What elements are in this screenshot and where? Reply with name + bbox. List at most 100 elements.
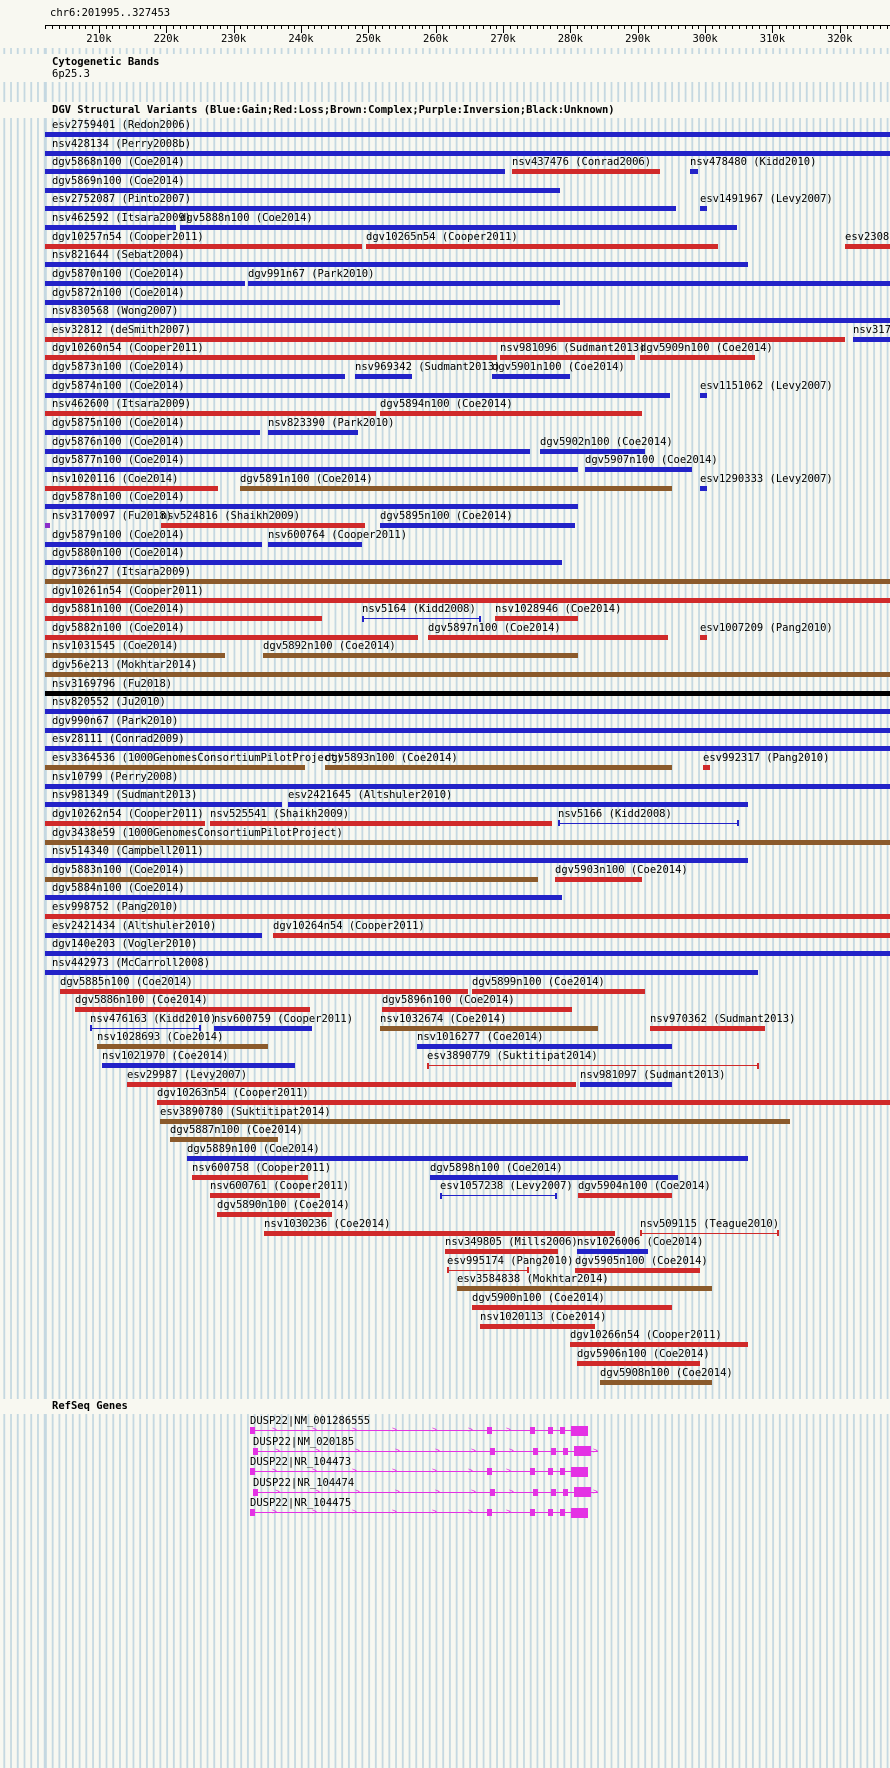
variant-bar[interactable] [428, 634, 668, 640]
variant-label[interactable]: dgv5895n100 (Coe2014) [380, 510, 513, 523]
variant-label[interactable]: esv3364536 (1000GenomesConsortiumPilotPr… [52, 752, 343, 765]
gene-exon[interactable] [560, 1468, 565, 1475]
variant-bar[interactable] [447, 1269, 528, 1271]
gene-exon[interactable] [253, 1447, 258, 1455]
gene-exon[interactable] [548, 1427, 553, 1434]
variant-bar[interactable] [445, 1249, 558, 1255]
variant-bar[interactable] [45, 765, 305, 771]
variant-bar[interactable] [248, 280, 890, 286]
variant-bar[interactable] [210, 820, 552, 826]
variant-bar[interactable] [45, 132, 890, 137]
variant-bar[interactable] [60, 988, 468, 994]
variant-bar[interactable] [45, 429, 260, 435]
variant-label[interactable]: dgv5878n100 (Coe2014) [52, 491, 185, 504]
gene-exon[interactable] [563, 1447, 568, 1455]
variant-label[interactable]: dgv5886n100 (Coe2014) [75, 994, 208, 1007]
variant-bar[interactable] [45, 150, 890, 156]
gene-exon[interactable] [560, 1509, 565, 1516]
variant-label[interactable]: nsv1016277 (Coe2014) [417, 1031, 544, 1044]
variant-bar[interactable] [427, 1065, 758, 1066]
variant-bar[interactable] [45, 243, 362, 249]
gene-exon[interactable] [250, 1509, 255, 1516]
variant-label[interactable]: nsv442973 (McCarroll2008) [52, 956, 211, 969]
variant-bar[interactable] [700, 206, 707, 212]
gene-line[interactable] [250, 1430, 588, 1431]
gene-exon[interactable] [253, 1488, 258, 1496]
variant-label[interactable]: nsv1031545 (Coe2014) [52, 640, 179, 653]
variant-label[interactable]: esv995174 (Pang2010) [447, 1254, 574, 1267]
variant-label[interactable]: dgv5894n100 (Coe2014) [380, 398, 513, 411]
gene-exon[interactable] [574, 1487, 591, 1497]
variant-bar[interactable] [640, 1232, 778, 1234]
variant-bar[interactable] [45, 187, 560, 193]
variant-bar[interactable] [45, 616, 322, 622]
variant-bar[interactable] [161, 523, 365, 529]
gene-exon[interactable] [548, 1509, 553, 1516]
gene-exon[interactable] [490, 1488, 495, 1496]
variant-label[interactable]: dgv3438e59 (1000GenomesConsortiumPilotPr… [52, 826, 343, 839]
variant-bar[interactable] [700, 392, 707, 398]
variant-bar[interactable] [355, 374, 412, 380]
variant-bar[interactable] [472, 1305, 672, 1311]
variant-label[interactable]: esv1151062 (Levy2007) [700, 379, 833, 392]
variant-bar[interactable] [45, 392, 670, 398]
variant-label[interactable]: esv3890780 (Suktitipat2014) [160, 1105, 331, 1118]
variant-label[interactable]: dgv5904n100 (Coe2014) [578, 1180, 711, 1193]
variant-label[interactable]: esv998752 (Pang2010) [52, 901, 179, 914]
variant-label[interactable]: dgv5879n100 (Coe2014) [52, 528, 185, 541]
variant-label[interactable]: nsv514340 (Campbell2011) [52, 845, 204, 858]
variant-label[interactable]: nsv462592 (Itsara2009) [52, 212, 192, 225]
gene-exon[interactable] [551, 1447, 556, 1455]
variant-bar[interactable] [558, 822, 738, 824]
gene-exon[interactable] [490, 1447, 495, 1455]
variant-label[interactable]: esv29987 (Levy2007) [127, 1068, 248, 1081]
variant-label[interactable]: dgv5880n100 (Coe2014) [52, 547, 185, 560]
variant-label[interactable]: nsv317 [853, 323, 890, 336]
variant-label[interactable]: nsv437476 (Conrad2006) [512, 156, 652, 169]
variant-bar[interactable] [288, 802, 748, 808]
variant-label[interactable]: nsv1020113 (Coe2014) [480, 1310, 607, 1323]
variant-bar[interactable] [45, 820, 205, 826]
variant-label[interactable]: dgv10262n54 (Cooper2011) [52, 807, 204, 820]
variant-bar[interactable] [45, 578, 890, 584]
variant-label[interactable]: dgv5877n100 (Coe2014) [52, 454, 185, 467]
variant-bar[interactable] [853, 336, 890, 342]
variant-label[interactable]: dgv10264n54 (Cooper2011) [273, 919, 425, 932]
variant-label[interactable]: nsv1020116 (Coe2014) [52, 472, 179, 485]
variant-bar[interactable] [382, 1007, 572, 1013]
variant-bar[interactable] [45, 951, 890, 957]
variant-bar[interactable] [845, 243, 890, 249]
gene-exon[interactable] [571, 1507, 588, 1518]
variant-label[interactable]: nsv969342 (Sudmant2013) [355, 361, 501, 374]
variant-label[interactable]: nsv5166 (Kidd2008) [558, 807, 672, 820]
variant-label[interactable]: dgv5869n100 (Coe2014) [52, 174, 185, 187]
variant-bar[interactable] [187, 1156, 748, 1162]
variant-label[interactable]: dgv10265n54 (Cooper2011) [366, 230, 518, 243]
variant-bar[interactable] [45, 671, 890, 677]
variant-label[interactable]: dgv5870n100 (Coe2014) [52, 267, 185, 280]
variant-bar[interactable] [577, 1360, 700, 1366]
variant-bar[interactable] [45, 262, 748, 268]
variant-bar[interactable] [45, 783, 890, 789]
gene-exon[interactable] [530, 1427, 535, 1434]
variant-label[interactable]: dgv5903n100 (Coe2014) [555, 863, 688, 876]
gene-label[interactable]: DUSP22|NM_020185 [253, 1435, 355, 1448]
variant-label[interactable]: esv2752087 (Pinto2007) [52, 193, 192, 206]
variant-label[interactable]: dgv991n67 (Park2010) [248, 267, 375, 280]
variant-bar[interactable] [45, 802, 282, 808]
variant-label[interactable]: nsv981097 (Sudmant2013) [580, 1068, 726, 1081]
variant-bar[interactable] [102, 1063, 295, 1068]
variant-label[interactable]: dgv5896n100 (Coe2014) [382, 994, 515, 1007]
variant-label[interactable]: nsv349805 (Mills2006) [445, 1236, 578, 1249]
variant-bar[interactable] [45, 411, 376, 417]
variant-bar[interactable] [264, 1230, 615, 1236]
variant-label[interactable]: dgv10260n54 (Cooper2011) [52, 342, 204, 355]
variant-bar[interactable] [45, 355, 497, 361]
gene-exon[interactable] [530, 1468, 535, 1475]
variant-label[interactable]: esv2308 [845, 230, 890, 243]
variant-label[interactable]: dgv5898n100 (Coe2014) [430, 1161, 563, 1174]
gene-exon[interactable] [250, 1468, 255, 1475]
variant-label[interactable]: dgv5899n100 (Coe2014) [472, 975, 605, 988]
variant-label[interactable]: nsv970362 (Sudmant2013) [650, 1012, 796, 1025]
variant-bar[interactable] [580, 1081, 672, 1087]
